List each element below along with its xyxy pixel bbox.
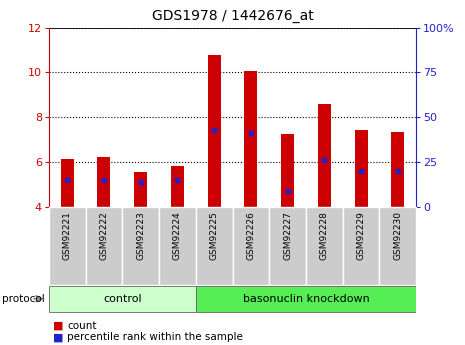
Bar <box>245 71 257 207</box>
FancyBboxPatch shape <box>122 207 159 285</box>
Text: GSM92227: GSM92227 <box>283 211 292 260</box>
Bar <box>355 130 367 207</box>
Text: ■: ■ <box>53 333 64 342</box>
FancyBboxPatch shape <box>86 207 122 285</box>
FancyBboxPatch shape <box>232 207 269 285</box>
FancyBboxPatch shape <box>196 286 416 313</box>
FancyBboxPatch shape <box>159 207 196 285</box>
Bar <box>98 157 110 207</box>
FancyBboxPatch shape <box>269 207 306 285</box>
Text: GSM92223: GSM92223 <box>136 211 145 260</box>
Bar <box>318 104 331 207</box>
Text: GSM92229: GSM92229 <box>357 211 365 260</box>
Bar <box>171 166 184 207</box>
Text: percentile rank within the sample: percentile rank within the sample <box>67 333 243 342</box>
Text: control: control <box>103 294 142 304</box>
Text: GSM92226: GSM92226 <box>246 211 255 260</box>
FancyBboxPatch shape <box>196 207 232 285</box>
Text: GSM92222: GSM92222 <box>100 211 108 260</box>
Bar <box>134 172 147 207</box>
FancyBboxPatch shape <box>306 207 343 285</box>
FancyBboxPatch shape <box>49 286 196 313</box>
FancyBboxPatch shape <box>379 207 416 285</box>
Bar <box>392 132 404 207</box>
FancyBboxPatch shape <box>343 207 379 285</box>
Text: GSM92228: GSM92228 <box>320 211 329 260</box>
Text: GSM92230: GSM92230 <box>393 211 402 260</box>
Bar <box>208 55 220 207</box>
Text: protocol: protocol <box>2 294 45 304</box>
Text: GSM92221: GSM92221 <box>63 211 72 260</box>
Text: ■: ■ <box>53 321 64 331</box>
Bar <box>281 134 294 207</box>
Bar <box>61 159 73 207</box>
Text: count: count <box>67 321 97 331</box>
FancyBboxPatch shape <box>49 207 86 285</box>
Text: GSM92224: GSM92224 <box>173 211 182 260</box>
Text: basonuclin knockdown: basonuclin knockdown <box>243 294 369 304</box>
Text: GSM92225: GSM92225 <box>210 211 219 260</box>
Text: GDS1978 / 1442676_at: GDS1978 / 1442676_at <box>152 9 313 23</box>
